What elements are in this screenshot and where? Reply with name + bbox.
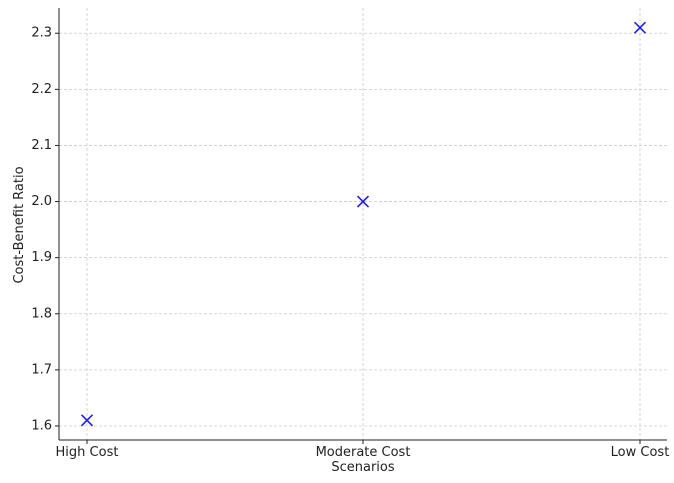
y-axis-ticks: 1.6 1.7 1.8 1.9 2.0 2.1 2.2 2.3 (31, 26, 59, 433)
x-tick-label: Moderate Cost (316, 445, 411, 460)
y-tick-label: 1.9 (31, 250, 52, 265)
y-tick-label: 2.1 (31, 138, 52, 153)
grid-lines (59, 8, 667, 440)
data-point-moderate-cost (356, 195, 370, 208)
x-axis-ticks: High Cost Moderate Cost Low Cost (56, 440, 670, 460)
x-axis-title: Scenarios (331, 460, 395, 475)
y-tick-label: 2.3 (31, 26, 52, 41)
data-points (80, 21, 647, 427)
y-tick-label: 1.7 (31, 362, 52, 377)
data-point-low-cost (633, 21, 647, 34)
y-tick-label: 2.0 (31, 194, 52, 209)
y-axis-title: Cost-Benefit Ratio (12, 166, 27, 283)
y-tick-label: 1.8 (31, 306, 52, 321)
marker-stroke (80, 414, 94, 427)
marker-stroke (356, 195, 370, 208)
x-tick-label: High Cost (56, 445, 119, 460)
marker-stroke (633, 21, 647, 34)
data-point-high-cost (80, 414, 94, 427)
y-tick-label: 1.6 (31, 418, 52, 433)
y-tick-label: 2.2 (31, 82, 52, 97)
x-tick-label: Low Cost (611, 445, 670, 460)
